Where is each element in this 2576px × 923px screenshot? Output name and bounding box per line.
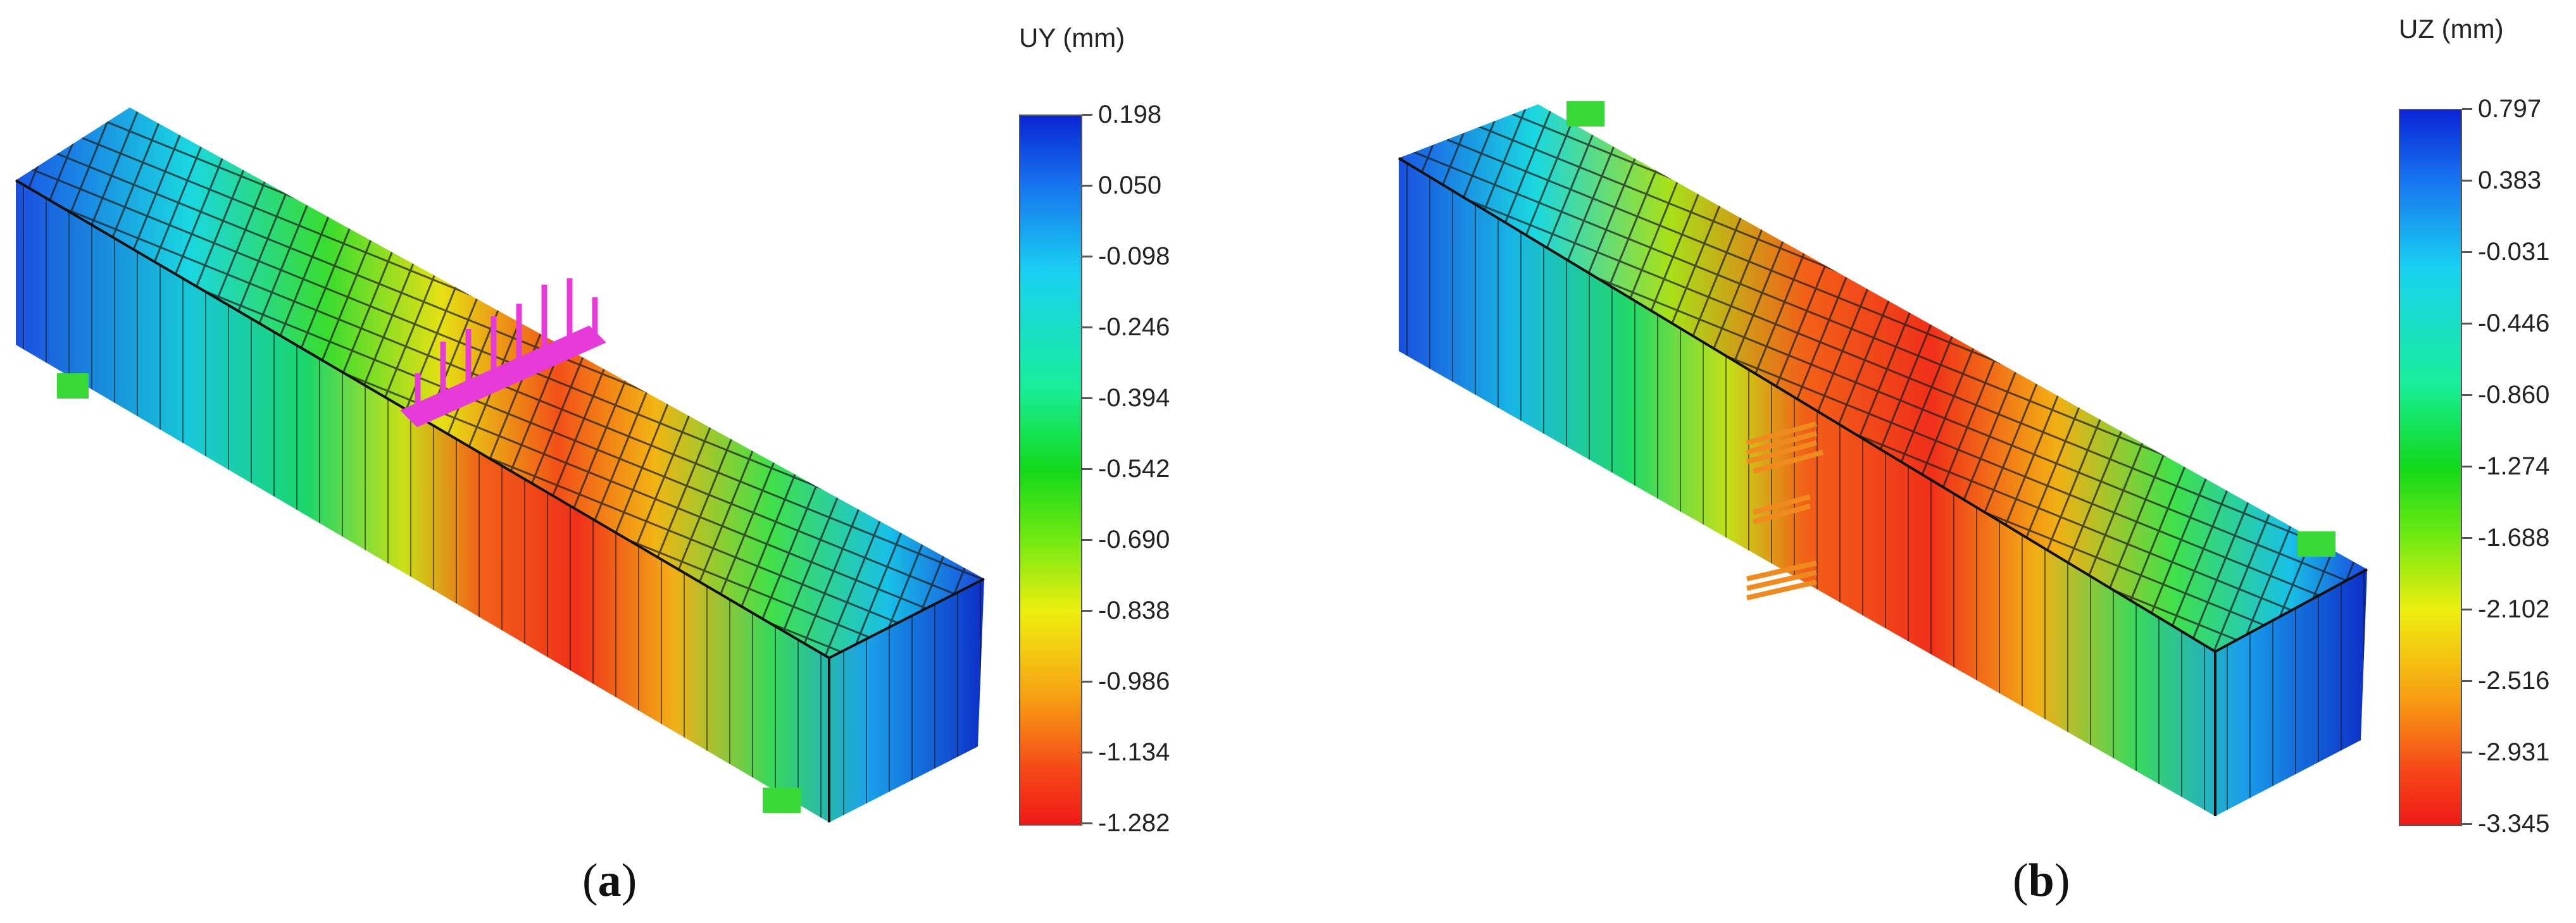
colorbar-tick bbox=[1082, 468, 1092, 470]
deformed-beam-render bbox=[1397, 101, 2368, 816]
colorbar-tick bbox=[1082, 397, 1092, 399]
colorbar-tick bbox=[2462, 466, 2472, 468]
colorbar-tick bbox=[2462, 108, 2472, 110]
colorbar-tick bbox=[2462, 752, 2472, 753]
colorbar-tick bbox=[2462, 823, 2472, 825]
colorbar-tick bbox=[2462, 180, 2472, 182]
colorbar-tick-label: -2.516 bbox=[2478, 667, 2550, 695]
colorbar-tick bbox=[1082, 539, 1092, 541]
colorbar-tick bbox=[2462, 323, 2472, 325]
colorbar-tick-label: 0.797 bbox=[2478, 95, 2542, 123]
colorbar-tick-label: 0.198 bbox=[1098, 101, 1162, 128]
colorbar-tick-label: -0.860 bbox=[2478, 381, 2550, 409]
panel-caption: (a) bbox=[582, 855, 637, 907]
load-arrows bbox=[1746, 421, 1824, 600]
colorbar-tick bbox=[2462, 394, 2472, 396]
colorbar-tick-label: -0.542 bbox=[1098, 455, 1170, 483]
colorbar-tick-label: -0.838 bbox=[1098, 597, 1170, 624]
panel-a: UY (mm) 0.198 0.050 -0.098 -0.246 -0.394 -0.5… bbox=[0, 0, 1203, 923]
colorbar-tick-label: -3.345 bbox=[2478, 810, 2550, 838]
colorbar-tick-label: -0.446 bbox=[2478, 309, 2550, 337]
colorbar-tick bbox=[2462, 680, 2472, 682]
colorbar-tick-label: 0.383 bbox=[2478, 166, 2542, 194]
support-markers bbox=[1566, 101, 2335, 557]
colorbar-tick-label: 0.050 bbox=[1098, 171, 1162, 199]
colorbar-tick bbox=[1082, 185, 1092, 187]
colorbar-title: UY (mm) bbox=[1019, 23, 1125, 53]
colorbar-tick-label: -0.394 bbox=[1098, 384, 1170, 412]
colorbar-tick-label: -1.274 bbox=[2478, 452, 2550, 480]
colorbar-tick bbox=[1082, 326, 1092, 328]
panel-caption: (b) bbox=[2013, 855, 2070, 907]
colorbar-tick bbox=[2462, 609, 2472, 610]
load-arrows bbox=[400, 278, 606, 428]
colorbar-tick-label: -0.690 bbox=[1098, 526, 1170, 554]
colorbar-tick bbox=[1082, 610, 1092, 612]
colorbar-tick bbox=[1082, 681, 1092, 683]
colorbar-tick-label: -1.134 bbox=[1098, 738, 1170, 766]
colorbar-title: UZ (mm) bbox=[2399, 14, 2504, 44]
colorbar-tick bbox=[2462, 251, 2472, 253]
colorbar-tick-label: -1.688 bbox=[2478, 524, 2550, 552]
support-markers bbox=[57, 373, 801, 813]
colorbar-tick bbox=[1082, 752, 1092, 753]
panel-b: UZ (mm) 0.797 0.383 -0.031 -0.446 -0.860 -1.2… bbox=[1361, 0, 2576, 923]
colorbar-tick-label: -1.282 bbox=[1098, 809, 1170, 837]
colorbar-tick-label: -0.986 bbox=[1098, 667, 1170, 695]
colorbar-tick bbox=[1082, 114, 1092, 116]
colorbar-tick bbox=[2462, 537, 2472, 539]
colorbar-tick bbox=[1082, 256, 1092, 257]
deformed-beam-render bbox=[15, 108, 985, 822]
colorbar-tick bbox=[1082, 822, 1092, 824]
colorbar-tick-label: -0.098 bbox=[1098, 242, 1170, 270]
colorbar-tick-label: -0.246 bbox=[1098, 313, 1170, 341]
colorbar bbox=[1019, 115, 1082, 826]
colorbar-tick-label: -0.031 bbox=[2478, 238, 2550, 266]
colorbar-tick-label: -2.102 bbox=[2478, 595, 2550, 623]
colorbar bbox=[2399, 109, 2462, 826]
colorbar-tick-label: -2.931 bbox=[2478, 738, 2550, 766]
